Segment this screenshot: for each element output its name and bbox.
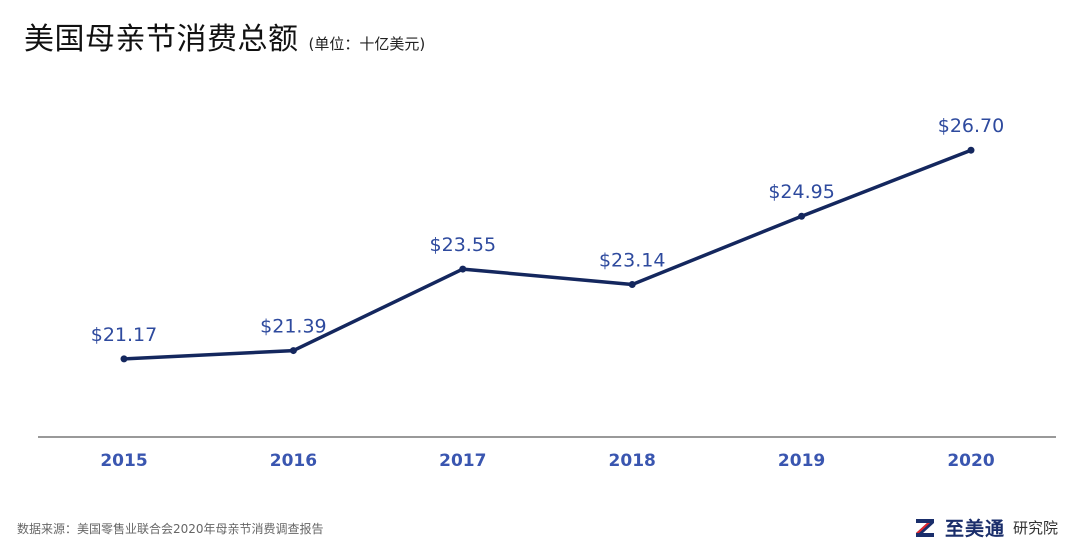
data-source-note: 数据来源：美国零售业联合会2020年母亲节消费调查报告 [17, 522, 324, 536]
page-title: 美国母亲节消费总额 [24, 22, 299, 57]
data-label: $24.95 [768, 181, 834, 203]
data-label: $26.70 [938, 115, 1004, 137]
data-label: $23.14 [599, 250, 665, 272]
x-tick-label: 2018 [609, 451, 656, 471]
brand-name: 至美通 [944, 518, 1005, 540]
x-tick-label: 2020 [947, 451, 994, 471]
data-point [289, 347, 297, 355]
unit-label: (单位：十亿美元) [308, 35, 426, 53]
data-point [628, 281, 636, 289]
series-line [123, 148, 972, 361]
data-point [967, 146, 975, 154]
data-label: $21.39 [260, 316, 326, 338]
data-label: $21.17 [91, 324, 157, 346]
brand-subtitle: 研究院 [1012, 519, 1058, 537]
x-tick-label: 2016 [270, 451, 317, 471]
x-tick-label: 2015 [100, 451, 147, 471]
data-point [459, 265, 467, 273]
brand-block: 至美通 研究院 [913, 514, 1058, 541]
data-point [120, 355, 128, 363]
z-logo-icon [915, 518, 934, 537]
x-tick-label: 2017 [439, 451, 486, 471]
title-row: 美国母亲节消费总额 (单位：十亿美元) [24, 20, 425, 60]
x-tick-label: 2019 [778, 451, 825, 471]
data-label: $23.55 [430, 234, 496, 256]
data-point [798, 212, 806, 220]
